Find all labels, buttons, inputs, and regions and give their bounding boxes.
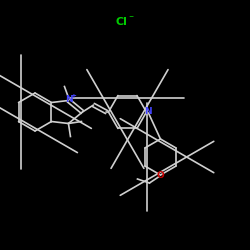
Text: +: + <box>70 92 76 98</box>
Text: Cl: Cl <box>115 17 127 27</box>
Text: N: N <box>65 95 72 104</box>
Text: O: O <box>156 170 164 179</box>
Text: N: N <box>144 106 151 116</box>
Text: ⁻: ⁻ <box>128 14 133 24</box>
